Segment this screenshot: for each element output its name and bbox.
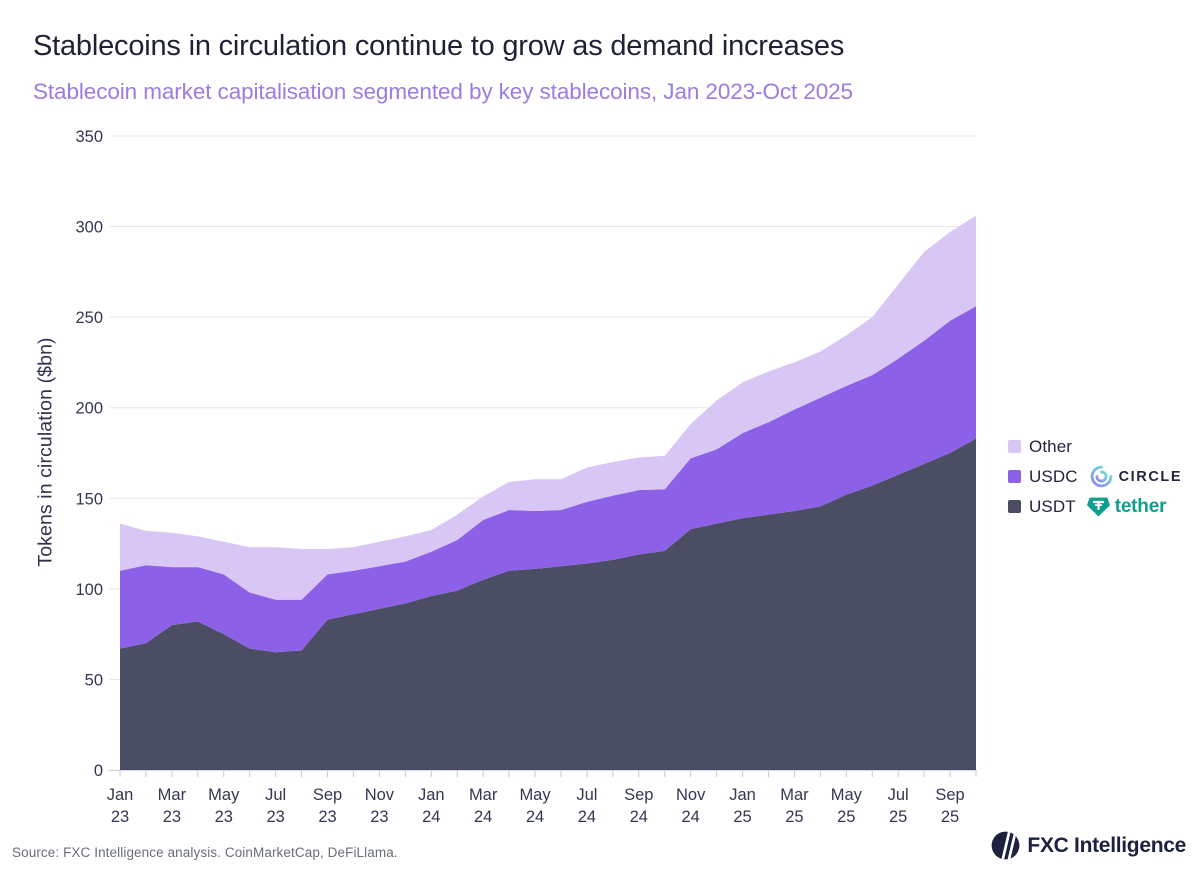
tether-logo: tether xyxy=(1086,495,1167,518)
tether-shield-icon xyxy=(1086,497,1110,517)
x-tick-label: Nov 23 xyxy=(365,786,395,826)
legend-swatch-usdt xyxy=(1008,500,1021,513)
legend-swatch-other xyxy=(1008,440,1021,453)
chart-title: Stablecoins in circulation continue to g… xyxy=(33,30,845,62)
legend-item-usdt: USDT tether xyxy=(1008,496,1182,517)
chart-legend: Other USDC CIRCLE xyxy=(1008,436,1182,517)
x-tick-label: May 25 xyxy=(831,786,863,826)
x-tick-label: Jul 25 xyxy=(888,786,909,826)
legend-item-other: Other xyxy=(1008,436,1182,457)
x-tick-label: Nov 24 xyxy=(676,786,706,826)
legend-label-usdc: USDC xyxy=(1029,466,1078,486)
x-tick-label: Jul 23 xyxy=(265,786,286,826)
y-tick-label: 300 xyxy=(75,219,103,237)
x-tick-label: May 24 xyxy=(519,786,551,826)
y-tick-label: 350 xyxy=(75,128,103,146)
y-tick-label: 50 xyxy=(85,671,103,689)
y-tick-label: 0 xyxy=(94,762,103,780)
brand-wordmark: FXC Intelligence xyxy=(1027,833,1186,857)
area-usdc xyxy=(120,306,976,653)
circle-icon xyxy=(1090,465,1112,488)
y-tick-label: 200 xyxy=(75,400,103,418)
x-tick-label: Mar 25 xyxy=(780,786,809,826)
legend-label-usdt: USDT xyxy=(1029,496,1076,516)
x-tick-label: Sep 24 xyxy=(624,786,653,826)
circle-wordmark: CIRCLE xyxy=(1118,468,1183,485)
x-tick-label: Mar 24 xyxy=(469,786,498,826)
circle-logo: CIRCLE xyxy=(1089,464,1183,489)
area-usdt xyxy=(120,438,976,770)
brand-logo: FXC Intelligence xyxy=(991,831,1186,860)
y-tick-label: 100 xyxy=(75,581,103,599)
tether-wordmark: tether xyxy=(1114,495,1167,517)
chart-subtitle: Stablecoin market capitalisation segment… xyxy=(33,79,853,104)
legend-item-usdc: USDC CIRCLE xyxy=(1008,464,1183,489)
x-tick-label: Sep 25 xyxy=(935,786,964,826)
fxc-logo-icon xyxy=(992,831,1020,860)
x-tick-label: Jan 23 xyxy=(107,786,134,826)
source-attribution: Source: FXC Intelligence analysis. CoinM… xyxy=(12,845,398,860)
x-tick-label: May 23 xyxy=(208,786,240,826)
x-tick-label: Jan 25 xyxy=(729,786,756,826)
y-tick-label: 250 xyxy=(75,309,103,327)
legend-label-other: Other xyxy=(1029,436,1073,456)
x-tick-label: Jul 24 xyxy=(576,786,597,826)
x-tick-label: Jan 24 xyxy=(418,786,445,826)
x-tick-label: Sep 23 xyxy=(313,786,342,826)
area-other xyxy=(120,215,976,600)
y-tick-label: 150 xyxy=(75,490,103,508)
x-tick-label: Mar 23 xyxy=(158,786,187,826)
legend-swatch-usdc xyxy=(1008,470,1021,483)
